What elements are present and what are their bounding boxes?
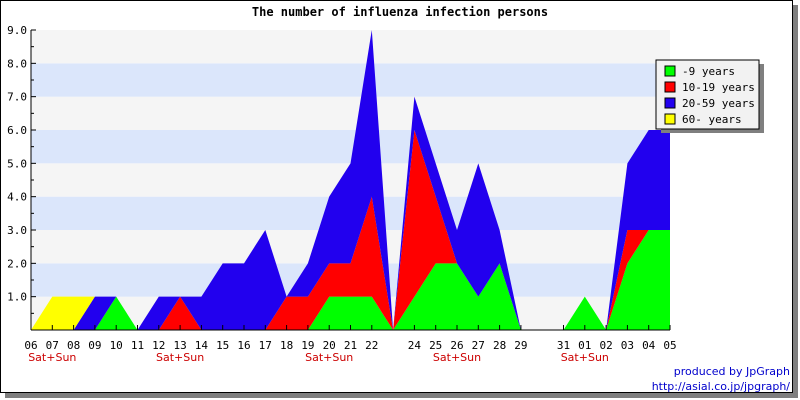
weekend-label: Sat+Sun [305, 351, 353, 364]
y-tick-label: 1.0 [7, 291, 27, 304]
x-tick-label: 27 [472, 339, 485, 352]
axes [30, 29, 671, 331]
x-tick-label: 25 [429, 339, 442, 352]
x-tick-label: 29 [514, 339, 527, 352]
x-tick-label: 28 [493, 339, 506, 352]
weekend-label: Sat+Sun [28, 351, 76, 364]
x-tick-label: 19 [301, 339, 314, 352]
y-tick-label: 2.0 [7, 257, 27, 270]
x-tick-label: 14 [195, 339, 209, 352]
x-tick-label: 07 [46, 339, 59, 352]
x-tick-label: 21 [344, 339, 357, 352]
weekend-label: Sat+Sun [561, 351, 609, 364]
legend-swatch [664, 81, 676, 93]
weekend-label: Sat+Sun [433, 351, 481, 364]
x-tick-label: 13 [173, 339, 186, 352]
y-tick-label: 9.0 [7, 24, 27, 37]
x-tick-label: 12 [152, 339, 165, 352]
weekend-label: Sat+Sun [156, 351, 204, 364]
x-tick-label: 24 [408, 339, 422, 352]
x-tick-label: 02 [599, 339, 612, 352]
area-20-59-years [31, 30, 670, 330]
x-tick-label: 11 [131, 339, 144, 352]
y-tick-label: 8.0 [7, 57, 27, 70]
x-tick-label: 31 [557, 339, 570, 352]
grid-band [31, 30, 670, 64]
x-tick-label: 15 [216, 339, 229, 352]
legend-swatch [664, 65, 676, 77]
x-tick-label: 26 [450, 339, 463, 352]
x-tick-label: 06 [24, 339, 37, 352]
chart-title: The number of influenza infection person… [252, 5, 548, 19]
y-tick-labels: 1.0 2.0 3.0 4.0 5.0 6.0 7.0 8.0 9.0 [7, 24, 27, 304]
y-tick-label: 3.0 [7, 224, 27, 237]
weekend-labels: Sat+Sun Sat+Sun Sat+Sun Sat+Sun Sat+Sun [28, 351, 609, 364]
x-tick-label: 10 [110, 339, 123, 352]
legend-label: 10-19 years [682, 81, 755, 94]
area-10-19-years [31, 130, 670, 330]
y-tick-label: 6.0 [7, 124, 27, 137]
x-tick-label: 05 [663, 339, 676, 352]
grid-band [31, 96, 670, 130]
x-tick-label: 16 [237, 339, 250, 352]
x-tick-label: 17 [259, 339, 272, 352]
grid-band [31, 63, 670, 97]
x-tick-label: 03 [621, 339, 634, 352]
legend-swatch [664, 97, 676, 109]
stacked-areas [31, 30, 670, 330]
x-tick-label: 18 [280, 339, 293, 352]
legend-label: 20-59 years [682, 97, 755, 110]
x-tick-label: 04 [642, 339, 656, 352]
y-tick-label: 5.0 [7, 157, 27, 170]
area-9-years [31, 230, 670, 330]
y-tick-label: 4.0 [7, 191, 27, 204]
x-tick-labels: 06 07 08 09 10 11 12 13 14 15 16 17 18 19 20 21 22 24 25 26… [24, 339, 676, 352]
x-tick-label: 22 [365, 339, 378, 352]
credit-line-1: produced by JpGraph [674, 365, 790, 378]
credit-line-2: http://asial.co.jp/jpgraph/ [652, 380, 791, 393]
legend-label: -9 years [682, 65, 735, 78]
legend-swatch [664, 113, 676, 125]
x-tick-label: 09 [88, 339, 101, 352]
legend-label: 60- years [682, 113, 742, 126]
x-tick-label: 20 [323, 339, 336, 352]
grid-band [31, 130, 670, 164]
x-tick-label: 08 [67, 339, 80, 352]
x-tick-label: 01 [578, 339, 591, 352]
legend: -9 years 10-19 years 20-59 years 60- years [655, 59, 764, 133]
y-tick-label: 7.0 [7, 91, 27, 104]
